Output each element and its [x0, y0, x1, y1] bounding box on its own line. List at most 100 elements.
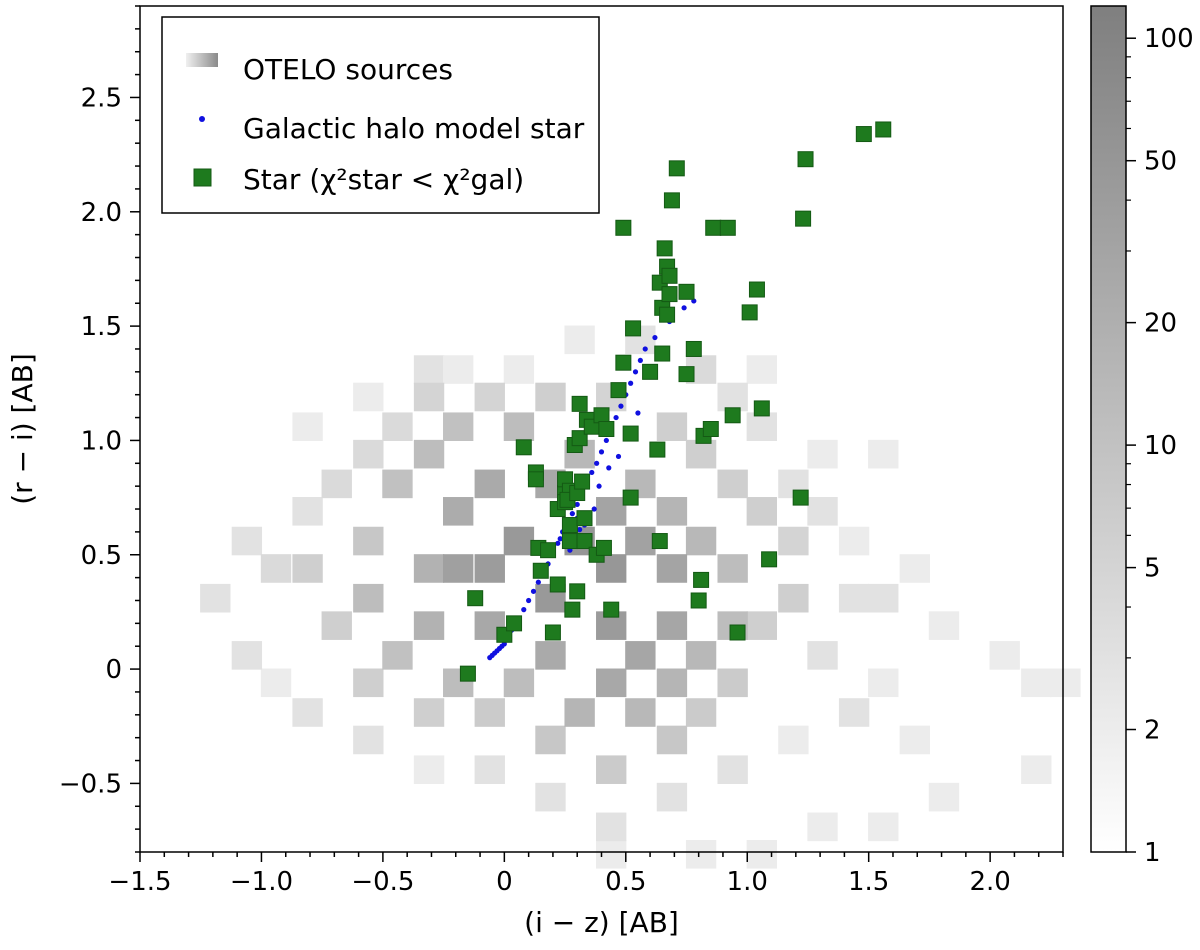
hist-cell — [685, 526, 717, 556]
y-tick-label: 2.5 — [81, 83, 122, 113]
colorbar-tick-label: 2 — [1144, 716, 1161, 746]
star-marker — [678, 366, 695, 383]
star-marker — [656, 240, 673, 257]
hist-cell — [838, 698, 870, 727]
hist-cell — [231, 526, 263, 556]
hist-cell — [474, 382, 505, 412]
y-tick-label: 2.0 — [81, 198, 122, 228]
halo-model-point — [642, 346, 648, 352]
star-marker — [753, 400, 770, 417]
hist-cell — [656, 497, 688, 526]
hist-cell — [656, 611, 688, 640]
hist-cell — [685, 96, 717, 126]
star-marker — [515, 439, 532, 456]
star-marker — [702, 421, 719, 437]
x-tick-label: −1.5 — [108, 867, 171, 897]
hist-cell — [564, 698, 595, 727]
halo-model-point — [606, 465, 612, 471]
star-marker — [598, 421, 615, 437]
colorbar: 1 2 5 10 20 50 100 — [1090, 5, 1194, 868]
legend-box — [161, 16, 600, 214]
hist-cell — [260, 554, 292, 583]
halo-model-point — [613, 414, 619, 421]
hist-cell — [474, 298, 505, 327]
halo-model-point — [589, 469, 595, 476]
halo-model-point — [577, 527, 583, 533]
halo-model-point — [628, 380, 634, 386]
hist-cell — [1050, 668, 1081, 698]
colorbar-tick-label: 10 — [1144, 431, 1177, 461]
legend-label-star: Star (χ²star < χ²gal) — [243, 163, 524, 196]
star-marker — [741, 304, 758, 321]
hist-cell — [656, 725, 688, 755]
hist-cell — [413, 439, 445, 469]
x-tick-label: −0.5 — [351, 867, 414, 897]
hist-cell — [778, 583, 809, 613]
hist-cell — [717, 183, 748, 213]
star-marker — [719, 219, 736, 236]
star-marker — [661, 267, 678, 284]
star-marker — [561, 517, 578, 534]
hist-cell — [535, 782, 566, 812]
legend-label-halo: Galactic halo model star — [243, 112, 585, 145]
hist-cell — [717, 382, 748, 412]
star-marker — [761, 551, 778, 568]
halo-model-point — [603, 437, 609, 444]
hist-cell — [928, 611, 960, 640]
y-tick-label: 1.5 — [81, 312, 122, 342]
hist-cell — [474, 554, 505, 583]
star-marker — [663, 192, 680, 209]
star-marker — [875, 121, 892, 138]
hist-cell — [200, 526, 231, 556]
hist-cell — [200, 268, 231, 297]
hist-cell — [443, 355, 474, 384]
star-marker — [797, 151, 814, 168]
hist-cell — [685, 839, 717, 869]
star-marker — [610, 382, 627, 399]
hist-cell — [170, 668, 202, 698]
x-axis: −1.5 −1.0 −0.5 0 0.5 1.0 1.5 2.0 — [108, 852, 1064, 897]
colorbar-ticks: 1 2 5 10 20 50 100 — [1126, 24, 1194, 868]
star-marker — [615, 354, 632, 371]
hist-cell — [564, 325, 595, 355]
legend-histogram-swatch — [186, 53, 218, 67]
y-axis: −0.5 0 0.5 1.0 1.5 2.0 2.5 — [59, 5, 140, 853]
hist-cell — [746, 611, 777, 640]
colorbar-tick-label: 5 — [1144, 554, 1161, 584]
star-marker — [506, 615, 523, 632]
hist-cell — [899, 554, 931, 583]
hist-cell — [443, 412, 474, 442]
hist-cell — [170, 583, 202, 613]
hist-cell — [321, 469, 352, 499]
star-marker — [467, 590, 484, 607]
star-marker — [527, 471, 544, 488]
hist-cell — [685, 641, 717, 670]
hist-cell — [960, 698, 991, 727]
star-marker — [654, 345, 671, 362]
legend-halo-swatch — [199, 116, 205, 122]
star-marker — [532, 562, 549, 579]
hist-cell — [413, 755, 445, 784]
star-marker — [649, 441, 666, 458]
hist-cell — [807, 439, 838, 469]
hist-cell — [503, 355, 535, 384]
hist-cell — [353, 526, 384, 556]
hist-cell — [778, 298, 809, 327]
halo-model-point — [521, 607, 527, 613]
hist-cell — [989, 839, 1020, 869]
star-marker — [642, 363, 659, 380]
x-tick-label: 1.5 — [848, 867, 889, 897]
star-marker — [659, 306, 676, 323]
hist-cell — [474, 839, 505, 869]
star-marker — [855, 126, 872, 143]
hist-cell — [292, 412, 323, 442]
star-marker — [661, 286, 678, 303]
colorbar-tick-label: 20 — [1144, 309, 1177, 339]
hist-cell — [960, 497, 991, 526]
hist-cell — [717, 469, 748, 499]
hist-cell — [746, 355, 777, 384]
hist-cell — [1021, 812, 1052, 842]
hist-cell — [625, 641, 656, 670]
hist-cell — [474, 698, 505, 727]
